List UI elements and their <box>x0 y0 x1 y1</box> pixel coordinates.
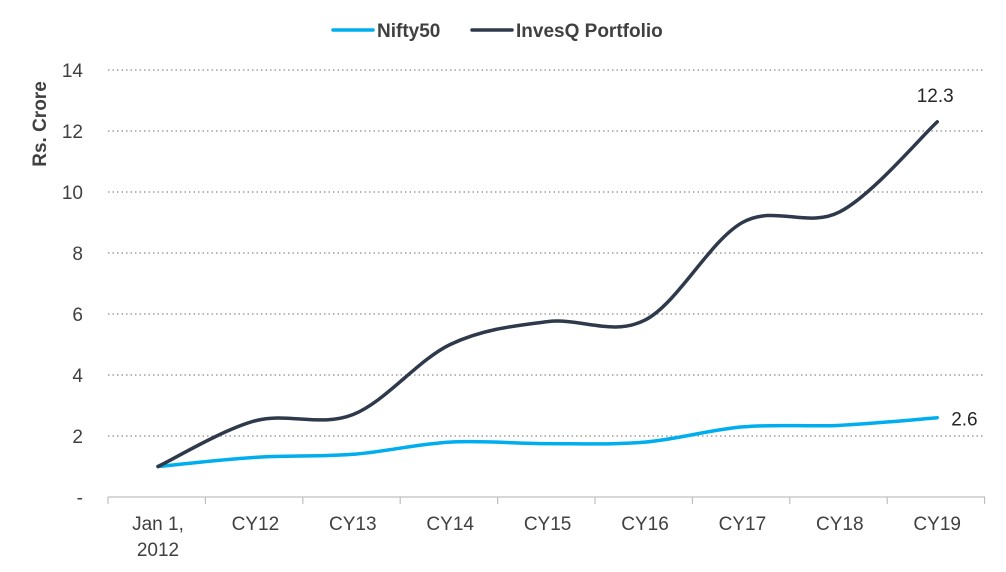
y-tick-label: 10 <box>62 183 83 204</box>
x-tick-label: CY19 <box>913 514 961 535</box>
y-tick-label: - <box>77 488 83 509</box>
x-tick-label: CY15 <box>524 514 572 535</box>
y-tick-label: 6 <box>72 305 83 326</box>
y-tick-label: 8 <box>72 244 83 265</box>
y-axis-title: Rs. Crore <box>30 81 51 167</box>
gridlines <box>108 69 985 437</box>
series-line-nifty50 <box>156 415 939 469</box>
x-tick-label: Jan 1, 2012 <box>132 514 184 561</box>
y-tick-label: 4 <box>72 366 83 387</box>
x-tick-label: CY14 <box>426 514 474 535</box>
y-tick-label: 2 <box>72 427 83 448</box>
y-axis-ticks: - 2 4 6 8 10 12 14 <box>62 61 84 509</box>
y-tick-label: 14 <box>62 61 84 82</box>
x-axis-ticks: Jan 1, 2012 CY12 CY13 CY14 CY15 CY16 CY17 CY18 CY… <box>132 514 961 561</box>
x-tick-label: CY12 <box>232 514 280 535</box>
x-tick-label: CY13 <box>329 514 377 535</box>
legend: Nifty50 InvesQ Portfolio <box>331 21 663 42</box>
data-labels: 2.6 12.3 <box>917 86 978 431</box>
legend-label: Nifty50 <box>377 21 440 42</box>
legend-label: InvesQ Portfolio <box>516 21 663 42</box>
end-data-label: 2.6 <box>951 410 977 431</box>
series-lines <box>156 120 939 469</box>
series-line-invesq-portfolio <box>156 120 939 469</box>
end-data-label: 12.3 <box>917 86 954 107</box>
x-tick-label: CY18 <box>816 514 864 535</box>
y-tick-label: 12 <box>62 122 83 143</box>
x-axis <box>107 496 986 504</box>
legend-item: InvesQ Portfolio <box>470 21 663 42</box>
legend-item: Nifty50 <box>331 21 440 42</box>
x-tick-label: CY17 <box>719 514 767 535</box>
x-tick-label: CY16 <box>621 514 669 535</box>
